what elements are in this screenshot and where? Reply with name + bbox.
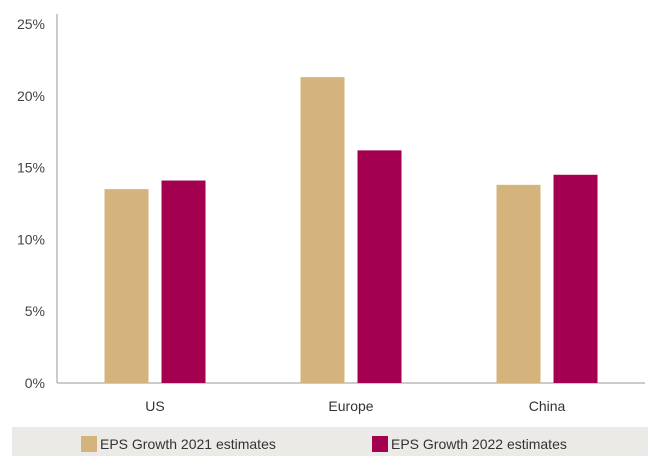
y-tick-label: 5% <box>25 303 45 319</box>
y-tick-label: 15% <box>17 160 45 176</box>
x-axis-category-labels: US Europe China <box>145 398 565 414</box>
legend-swatch-2021 <box>81 436 97 452</box>
legend-swatch-2022 <box>372 436 388 452</box>
bars-group <box>104 77 598 383</box>
legend-background <box>12 427 648 456</box>
x-category-label: Europe <box>328 398 373 414</box>
x-category-label: China <box>529 398 566 414</box>
bar-us-series-2 <box>161 180 206 383</box>
bar-us-series-1 <box>104 189 149 383</box>
y-axis-tick-labels: 0% 5% 10% 15% 20% 25% <box>17 16 45 391</box>
legend-label-2021: EPS Growth 2021 estimates <box>100 436 276 452</box>
bar-china-series-1 <box>496 184 541 383</box>
bar-china-series-2 <box>553 174 598 383</box>
x-category-label: US <box>145 398 164 414</box>
y-tick-label: 25% <box>17 16 45 32</box>
bar-europe-series-1 <box>300 77 345 383</box>
y-tick-label: 0% <box>25 375 45 391</box>
y-tick-label: 10% <box>17 231 45 247</box>
legend-label-2022: EPS Growth 2022 estimates <box>391 436 567 452</box>
y-tick-label: 20% <box>17 88 45 104</box>
bar-europe-series-2 <box>357 150 402 383</box>
